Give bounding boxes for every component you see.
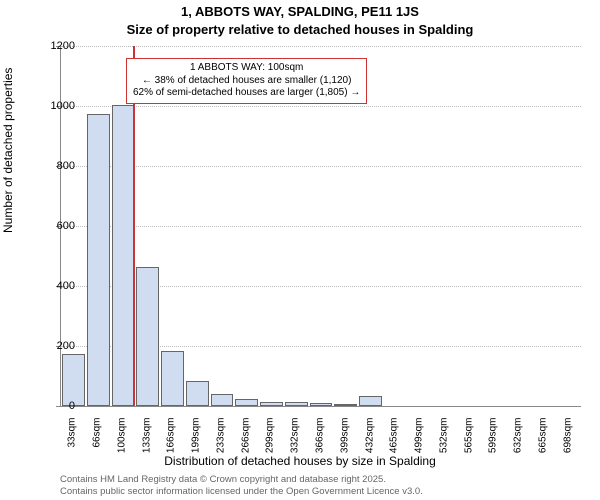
histogram-bar [161,351,184,407]
highlight-callout: 1 ABBOTS WAY: 100sqm ← 38% of detached h… [126,58,367,104]
histogram-bar [112,105,135,407]
y-tick-label: 1000 [25,100,75,112]
y-tick-label: 600 [25,220,75,232]
histogram-bar [260,402,283,407]
histogram-bar [62,354,85,407]
x-axis-title: Distribution of detached houses by size … [0,454,600,468]
y-tick-label: 0 [25,400,75,412]
histogram-bar [310,403,333,406]
footer-line2: Contains public sector information licen… [60,486,423,498]
callout-line2: ← 38% of detached houses are smaller (1,… [133,75,360,88]
footer-attribution: Contains HM Land Registry data © Crown c… [60,474,423,498]
y-tick-label: 400 [25,280,75,292]
histogram-bar [285,402,308,406]
chart-title-line1: 1, ABBOTS WAY, SPALDING, PE11 1JS [0,4,600,19]
y-tick-label: 1200 [25,40,75,52]
histogram-bar [235,399,258,407]
gridline [61,226,581,227]
callout-line3: 62% of semi-detached houses are larger (… [133,87,360,100]
y-tick-label: 800 [25,160,75,172]
gridline [61,106,581,107]
chart-title-line2: Size of property relative to detached ho… [0,22,600,37]
gridline [61,166,581,167]
histogram-bar [136,267,159,407]
chart-container: 1, ABBOTS WAY, SPALDING, PE11 1JS Size o… [0,0,600,500]
histogram-bar [359,396,382,407]
histogram-bar [334,404,357,406]
footer-line1: Contains HM Land Registry data © Crown c… [60,474,423,486]
y-axis-title: Number of detached properties [1,68,15,233]
histogram-bar [211,394,234,406]
callout-line1: 1 ABBOTS WAY: 100sqm [133,62,360,75]
histogram-bar [87,114,110,407]
gridline [61,46,581,47]
histogram-bar [186,381,209,407]
y-tick-label: 200 [25,340,75,352]
